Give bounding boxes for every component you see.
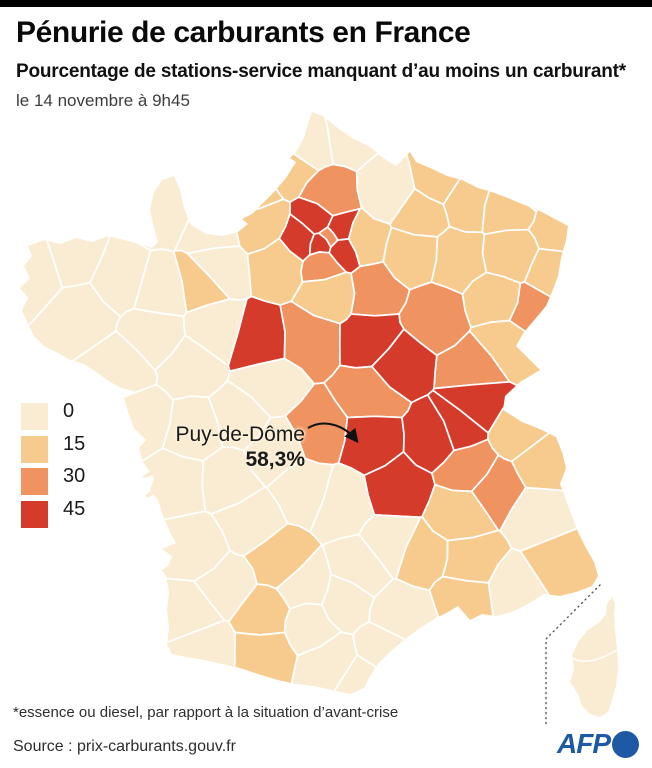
page-title: Pénurie de carburants en France	[16, 16, 471, 49]
legend-swatch-30	[21, 468, 48, 495]
afp-logo-text: AFP	[557, 728, 611, 759]
legend-label-15: 15	[63, 432, 86, 455]
legend-label-30: 30	[63, 465, 86, 487]
annotation-department-name: Puy-de-Dôme	[175, 423, 305, 446]
page-subtitle: Pourcentage de stations-service manquant…	[16, 61, 626, 82]
top-black-bar	[0, 0, 652, 7]
legend-label-45: 45	[63, 497, 86, 520]
highlight-annotation: Puy-de-Dôme 58,3%	[120, 423, 305, 472]
afp-logo: AFP	[557, 729, 639, 759]
footnote: *essence ou diesel, par rapport à la sit…	[13, 704, 399, 721]
legend-swatch-0	[21, 403, 48, 430]
legend-swatch-45	[21, 500, 48, 528]
date-label: le 14 novembre à 9h45	[16, 91, 190, 110]
legend-swatch-15	[21, 435, 48, 463]
legend-label-0: 0	[63, 400, 75, 422]
source-credit: Source : prix-carburants.gouv.fr	[13, 738, 236, 755]
annotation-value: 58,3%	[245, 448, 305, 471]
afp-logo-circle-icon	[612, 730, 639, 758]
